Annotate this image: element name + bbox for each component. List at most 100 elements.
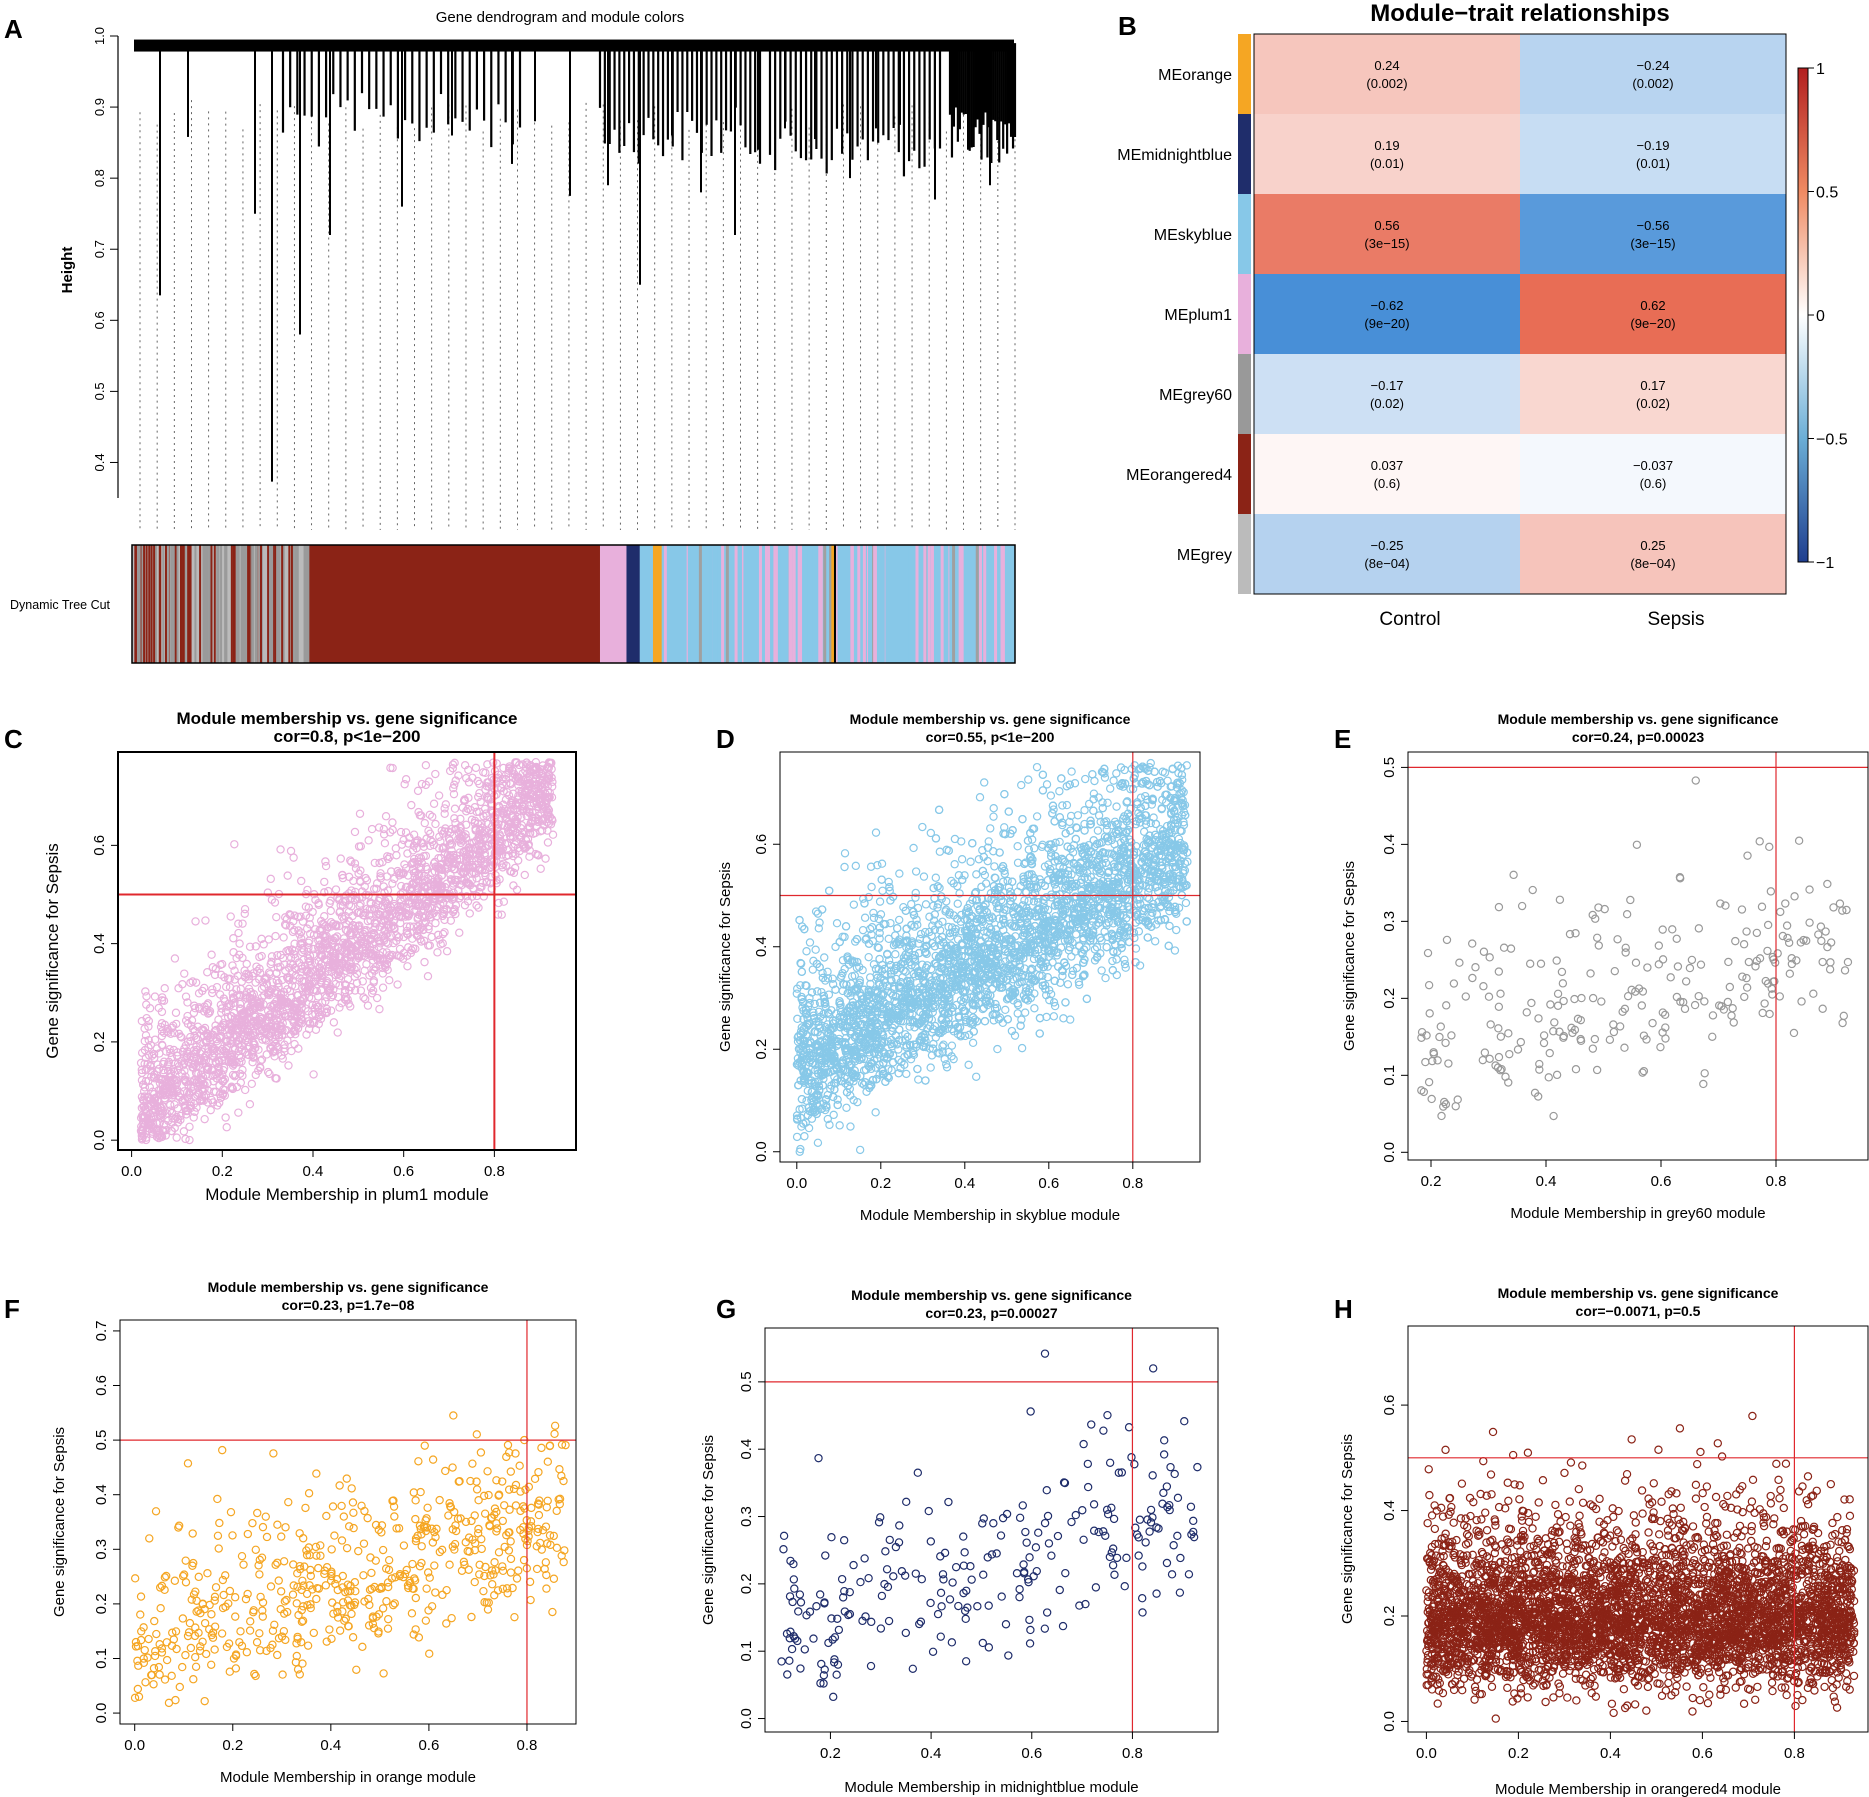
- panel-letter-c: C: [4, 724, 23, 754]
- scatter-point: [849, 900, 859, 909]
- heatmap-cell-value: 0.62: [1640, 298, 1665, 313]
- color-bar-stripe: [237, 545, 240, 663]
- scatter-point: [360, 966, 369, 975]
- color-bar-stripe: [773, 545, 777, 663]
- scatter-point: [429, 799, 439, 808]
- color-bar-stripe: [734, 545, 738, 663]
- scatter-point: [440, 809, 449, 818]
- y-tick-label: 0.2: [91, 1031, 108, 1052]
- panel-letter-g: G: [716, 1294, 736, 1324]
- scatter-point: [321, 997, 330, 1006]
- scatter-subtitle: cor=0.55, p<1e−200: [926, 729, 1055, 745]
- scatter-point: [271, 931, 280, 941]
- color-bar-stripe: [709, 545, 713, 663]
- color-bar-stripe: [304, 545, 307, 663]
- scatter-point: [160, 984, 169, 993]
- color-bar-segment-midnightblue: [626, 545, 640, 663]
- scatter-point: [392, 851, 401, 860]
- scatter-point: [448, 764, 458, 773]
- scatter-point: [1032, 762, 1042, 772]
- dendrogram-y-tick-label: 0.6: [92, 311, 107, 329]
- scatter-point: [257, 951, 266, 961]
- legend-tick-label: −1: [1816, 555, 1834, 572]
- scatter-point: [858, 925, 868, 935]
- color-bar-stripe: [224, 545, 227, 663]
- color-bar-stripe: [307, 545, 310, 663]
- scatter-point: [214, 1015, 223, 1024]
- scatter-point: [276, 845, 285, 854]
- module-color-bar: [132, 545, 1015, 663]
- dendrogram-ylabel: Height: [59, 247, 76, 294]
- color-bar-stripe: [290, 545, 293, 663]
- color-bar-stripe: [788, 545, 792, 663]
- scatter-point: [878, 886, 887, 896]
- scatter-point: [247, 1079, 257, 1089]
- heatmap-cell: [1520, 514, 1786, 594]
- heatmap-row-label: MEmidnightblue: [1117, 147, 1232, 164]
- y-tick-label: 0.0: [91, 1130, 108, 1151]
- color-bar-stripe: [952, 545, 956, 663]
- color-bar-stripe: [687, 545, 691, 663]
- color-bar-stripe: [134, 545, 137, 663]
- scatter-point: [421, 761, 431, 770]
- heatmap-cell: [1520, 434, 1786, 514]
- color-bar-stripe: [143, 545, 146, 663]
- scatter-point: [163, 1066, 173, 1076]
- scatter-point: [431, 918, 440, 928]
- color-bar-stripe: [288, 545, 291, 663]
- legend-tick-label: 0: [1816, 308, 1825, 325]
- color-bar-stripe: [180, 545, 183, 663]
- color-bar-stripe: [182, 545, 185, 663]
- scatter-point: [297, 876, 306, 886]
- scatter-point: [800, 1132, 809, 1141]
- heatmap-cell-value: −0.62: [1371, 298, 1404, 313]
- color-bar-stripe: [770, 545, 774, 663]
- scatter-point: [286, 846, 296, 856]
- heatmap-legend: 10.50−0.5−1: [1797, 61, 1848, 572]
- scatter-point: [420, 957, 429, 967]
- scatter-points: [136, 757, 558, 1145]
- color-bar-stripe: [278, 545, 281, 663]
- dendrogram-y-tick-label: 0.8: [92, 169, 107, 187]
- color-bar-stripe: [170, 545, 173, 663]
- color-bar-stripe: [725, 545, 729, 663]
- heatmap-cell-value: −0.17: [1371, 378, 1404, 393]
- scatter-point: [919, 872, 929, 881]
- scatter-point: [338, 873, 348, 883]
- color-bar-stripe: [206, 545, 209, 663]
- scatter-point: [1101, 973, 1110, 983]
- heatmap-cell: [1254, 514, 1520, 594]
- scatter-point: [1030, 1004, 1039, 1013]
- scatter-point: [1172, 925, 1181, 935]
- scatter-point: [413, 786, 423, 796]
- scatter-point: [913, 903, 923, 913]
- scatter-point: [980, 778, 989, 787]
- color-bar-stripe: [908, 545, 912, 663]
- scatter-point: [989, 812, 998, 821]
- color-bar-stripe: [189, 545, 192, 663]
- color-bar-stripe: [175, 545, 178, 663]
- color-bar-stripe: [862, 545, 866, 663]
- scatter-point: [855, 1145, 865, 1155]
- scatter-point: [279, 933, 288, 942]
- scatter-point: [208, 985, 217, 994]
- color-bar-stripe: [216, 545, 219, 663]
- scatter-point: [320, 877, 329, 887]
- color-bar-stripe: [850, 545, 854, 663]
- heatmap-column-control: Control: [1379, 609, 1440, 630]
- scatter-point: [403, 962, 412, 971]
- scatter-point: [284, 1061, 293, 1070]
- color-bar-stripe: [281, 545, 284, 663]
- panel-letter-e: E: [1334, 724, 1351, 754]
- y-tick-label: 0.6: [91, 835, 108, 856]
- heatmap-row-color-midnightblue: [1238, 114, 1251, 194]
- scatter-point: [235, 939, 244, 948]
- color-bar-stripe: [834, 545, 838, 663]
- scatter-point: [201, 916, 210, 925]
- scatter-title: Module membership vs. gene significance: [850, 711, 1131, 727]
- color-bar-stripe: [809, 545, 813, 663]
- color-bar-stripe: [184, 545, 187, 663]
- color-bar-stripe: [758, 545, 762, 663]
- scatter-point: [179, 1127, 189, 1136]
